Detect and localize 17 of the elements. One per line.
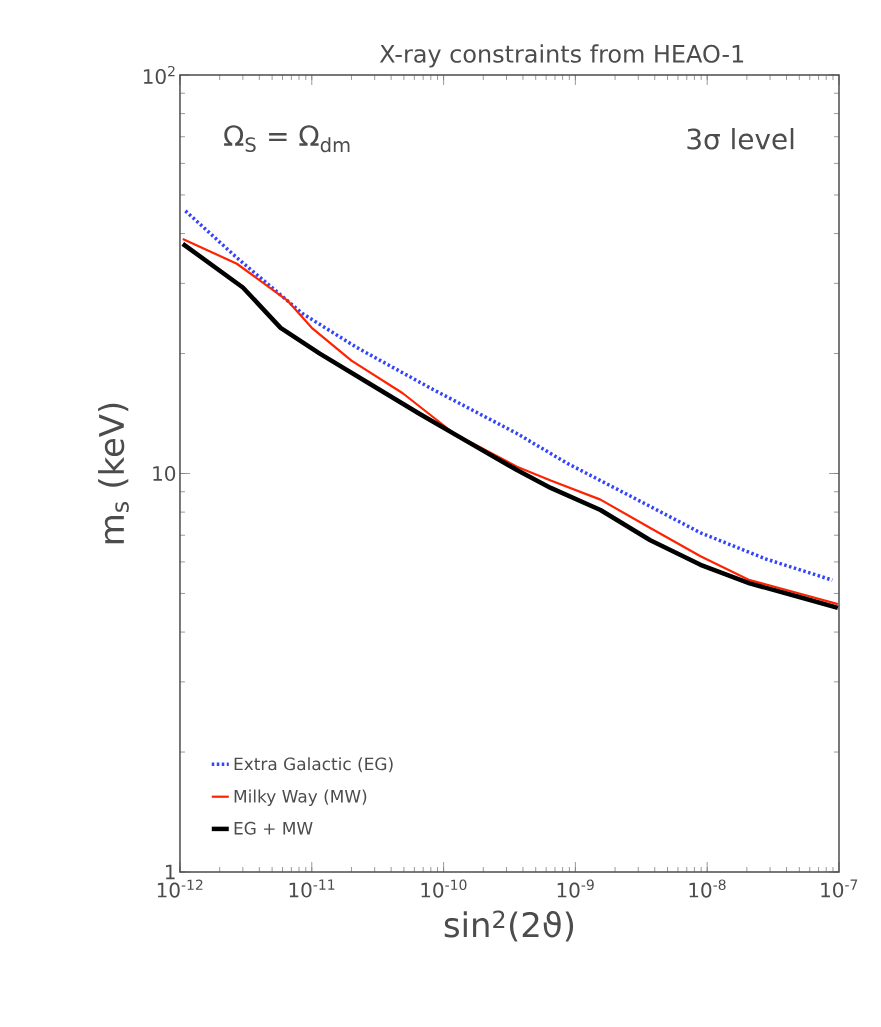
chart-title: X-ray constraints from HEAO-1 xyxy=(379,44,744,68)
x-tick-label: 10$^{-8}$ xyxy=(689,879,726,898)
y-axis-title: m$_{s}$ (keV) xyxy=(98,403,129,544)
y-tick-label: 10 xyxy=(153,465,176,482)
x-tick-label: 10$^{-7}$ xyxy=(821,879,858,898)
annotation: Ω$_{S}$ = Ω$_{dm}$ xyxy=(224,125,350,153)
x-tick-label: 10$^{-11}$ xyxy=(289,879,335,898)
legend-label: Milky Way (MW) xyxy=(234,789,367,806)
y-tick-label: 1 xyxy=(165,864,175,880)
x-axis-title: sin$^{2}$(2ϑ) xyxy=(444,910,574,942)
legend-label: Extra Galactic (EG) xyxy=(234,757,393,773)
x-tick-label: 10$^{-9}$ xyxy=(557,879,594,898)
legend-label: EG + MW xyxy=(234,821,313,835)
x-tick-label: 10$^{-10}$ xyxy=(421,879,467,898)
annotation: 3σ level xyxy=(687,127,794,150)
x-tick-label: 10$^{-12}$ xyxy=(157,879,203,898)
y-tick-label: 10$^{2}$ xyxy=(143,65,175,85)
